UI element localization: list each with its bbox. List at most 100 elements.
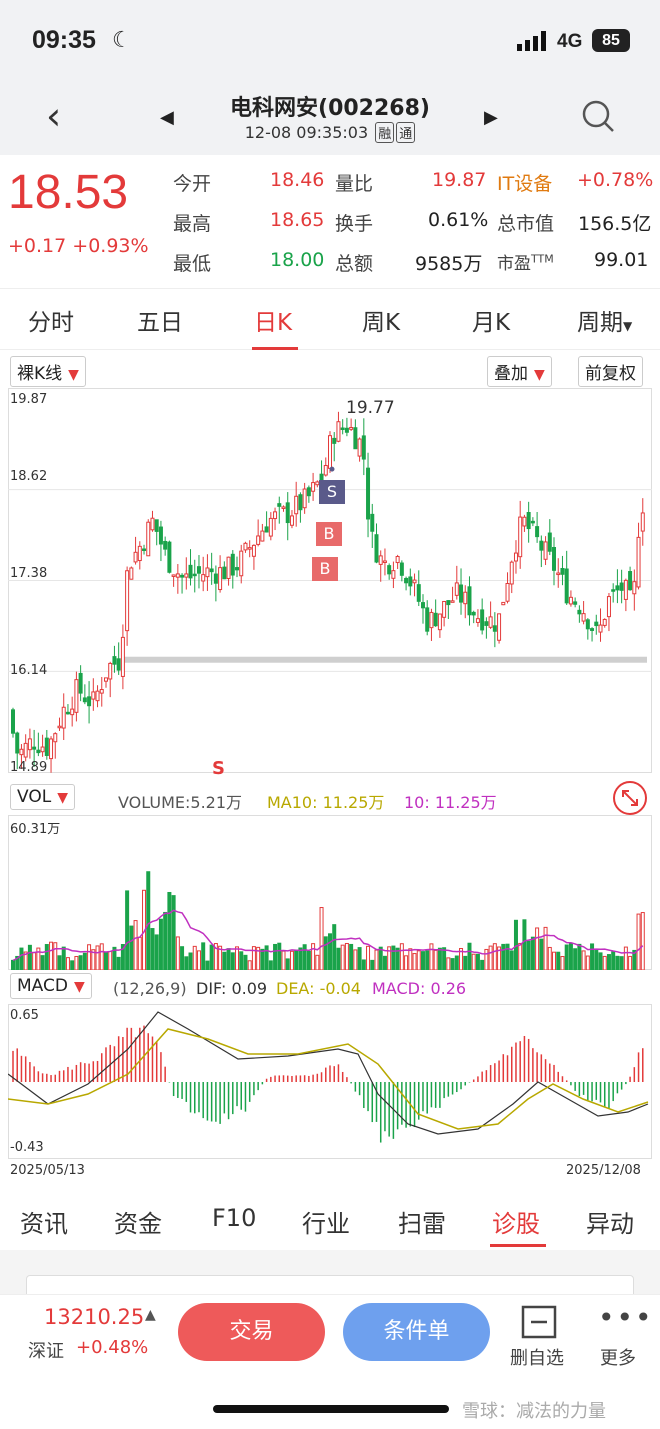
sector-link[interactable]: IT设备 xyxy=(497,173,553,195)
candle-body xyxy=(27,738,32,751)
volume-bar xyxy=(590,943,595,970)
candle-body xyxy=(247,547,252,550)
tab-f10[interactable]: F10 xyxy=(212,1204,257,1232)
remove-favorite-icon[interactable] xyxy=(521,1305,557,1339)
volume-bar xyxy=(628,955,633,970)
tab-weekly-k[interactable]: 周K xyxy=(362,310,401,336)
volume-bar xyxy=(399,943,404,970)
expand-icon[interactable] xyxy=(612,780,648,816)
candle-body xyxy=(404,577,409,584)
volume-value: VOLUME:5.21万 xyxy=(118,793,243,812)
candle-body xyxy=(568,596,573,605)
conditional-order-button[interactable]: 条件单 xyxy=(343,1303,490,1361)
next-stock-icon[interactable]: ▶ xyxy=(484,107,498,128)
macd-chart[interactable] xyxy=(8,1004,652,1159)
volume-bar xyxy=(235,946,240,970)
home-indicator xyxy=(213,1405,449,1413)
high-value: 18.65 xyxy=(270,209,325,231)
sell-badge[interactable]: S xyxy=(319,480,345,504)
pe-label: 市盈TTM xyxy=(497,249,554,274)
candle-body xyxy=(103,677,108,682)
high-label: 最高 xyxy=(173,213,212,235)
candle-body xyxy=(530,520,535,524)
buy-badge[interactable]: B xyxy=(316,522,342,546)
volume-bar xyxy=(247,960,252,970)
tab-intraday[interactable]: 分时 xyxy=(28,310,74,336)
candle-body xyxy=(509,561,514,585)
candle-body xyxy=(518,516,523,558)
candle-body xyxy=(328,435,332,469)
volume-bar xyxy=(49,941,54,970)
more-label[interactable]: 更多 xyxy=(600,1348,636,1369)
tab-risk[interactable]: 扫雷 xyxy=(398,1210,446,1238)
vol-selector-label: VOL xyxy=(17,787,52,807)
amount-label: 总额 xyxy=(335,253,374,275)
kline-type-select[interactable]: 裸K线 ▼ xyxy=(10,356,86,387)
tab-anomaly[interactable]: 异动 xyxy=(586,1210,634,1238)
peak-price-label: 19.77 xyxy=(346,398,395,418)
index-value[interactable]: 13210.25 xyxy=(44,1305,145,1329)
volume-bar xyxy=(239,951,244,970)
volume-bar xyxy=(277,942,282,970)
overlay-select[interactable]: 叠加 ▼ xyxy=(487,356,552,387)
tab-news[interactable]: 资讯 xyxy=(20,1210,68,1238)
candle-body xyxy=(264,526,269,533)
volume-indicator-select[interactable]: VOL ▼ xyxy=(10,784,75,810)
buy-badge[interactable]: B xyxy=(312,557,338,581)
last-price: 18.53 xyxy=(8,166,129,219)
volume-bar xyxy=(116,956,121,970)
volume-bar xyxy=(226,948,231,970)
search-icon[interactable] xyxy=(580,98,616,134)
volume-bar xyxy=(560,956,565,970)
tab-period[interactable]: 周期▼ xyxy=(577,303,632,337)
volume-bar xyxy=(488,945,493,970)
trade-button[interactable]: 交易 xyxy=(178,1303,325,1361)
volume-bar xyxy=(437,947,442,970)
volume-bar xyxy=(332,924,337,970)
candle-body xyxy=(289,515,294,526)
macd-dif-line xyxy=(8,1011,649,1135)
adjust-button[interactable]: 前复权 xyxy=(578,356,643,387)
volume-bar xyxy=(11,959,15,970)
more-icon[interactable]: ••• xyxy=(598,1301,654,1334)
candle-body xyxy=(281,506,286,509)
tab-funds[interactable]: 资金 xyxy=(114,1210,162,1238)
tab-monthly-k[interactable]: 月K xyxy=(472,310,511,336)
signal-icon xyxy=(517,31,546,51)
volume-bar xyxy=(366,945,371,970)
volume-bar xyxy=(57,955,62,970)
volume-bar xyxy=(463,955,468,970)
tab-daily-k[interactable]: 日K xyxy=(254,310,293,336)
volume-bar xyxy=(163,911,168,970)
volume-chart[interactable] xyxy=(8,815,652,970)
prev-stock-icon[interactable]: ◀ xyxy=(160,107,174,128)
volume-bar xyxy=(285,958,290,970)
candle-body xyxy=(154,519,159,532)
candle-body xyxy=(488,616,493,628)
candle-body xyxy=(501,601,506,606)
candle-body xyxy=(353,427,358,450)
tab-diagnosis[interactable]: 诊股 xyxy=(492,1210,540,1238)
candle-body xyxy=(598,624,603,633)
candle-body xyxy=(235,567,240,571)
candle-body xyxy=(277,503,282,507)
candle-body xyxy=(632,581,637,595)
volume-bar xyxy=(328,933,332,970)
volume-bar xyxy=(61,946,66,970)
tab-five-day[interactable]: 五日 xyxy=(137,310,183,336)
y-label-min: 14.89 xyxy=(10,760,48,775)
candle-body xyxy=(619,582,624,591)
candle-body xyxy=(340,427,345,431)
macd-indicator-select[interactable]: MACD ▼ xyxy=(10,973,92,999)
kline-chart[interactable] xyxy=(8,388,652,778)
back-icon[interactable]: ‹ xyxy=(46,94,62,138)
tab-industry[interactable]: 行业 xyxy=(302,1210,350,1238)
candle-body xyxy=(497,613,502,641)
datetime-text: 12-08 09:35:03 xyxy=(244,123,369,142)
candle-body xyxy=(395,556,400,564)
candle-body xyxy=(256,535,261,545)
candle-body xyxy=(311,482,316,492)
volume-bar xyxy=(40,955,45,970)
remove-favorite-label[interactable]: 删自选 xyxy=(510,1348,564,1369)
macd-bottom-label: -0.43 xyxy=(10,1140,44,1155)
